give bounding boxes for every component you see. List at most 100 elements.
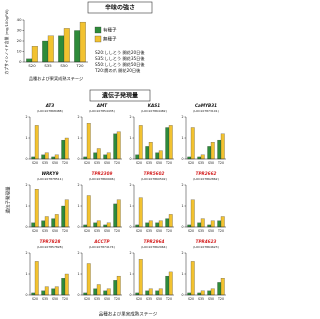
bar: [168, 214, 173, 228]
x-tick-label: S20: [84, 229, 90, 233]
x-tick-label: S20: [136, 297, 142, 301]
bar: [210, 288, 215, 296]
y-tick-label: 0: [77, 225, 79, 229]
bar: [64, 273, 69, 296]
bar: [51, 288, 56, 296]
x-tick-label: S20: [32, 297, 38, 301]
bar: [34, 125, 39, 160]
x-tick-label: S35: [42, 297, 48, 301]
y-tick-label: 0: [181, 225, 183, 229]
bar: [155, 222, 160, 228]
y-tick-label: 0: [181, 157, 183, 161]
legend-label: 無種子: [103, 36, 117, 43]
x-tick-label: S20: [28, 63, 36, 68]
x-tick-label: T20: [113, 229, 120, 233]
bar: [64, 137, 69, 160]
note: T20:鷹の爪 開花20日後: [94, 67, 141, 74]
bar: [41, 290, 46, 296]
bar: [165, 127, 170, 160]
y-axis-label: カプサイシノイド含量 (mg/100gFW): [4, 9, 9, 75]
x-tick-label: S50: [60, 63, 68, 68]
x-tick-label: S35: [198, 161, 204, 165]
x-tick-label: T20: [113, 161, 120, 165]
x-tick-label: S50: [52, 161, 58, 165]
bar: [31, 46, 38, 63]
bar: [197, 292, 202, 296]
x-tick-label: S20: [136, 161, 142, 165]
x-tick-label: S50: [52, 229, 58, 233]
y-tick-label: 0: [181, 293, 183, 297]
bar: [187, 292, 192, 296]
x-tick-label: T20: [61, 161, 68, 165]
bar: [93, 222, 98, 228]
x-axis-label: 品種および果実成熟ステージ: [29, 75, 83, 82]
y-tick-label: 0: [77, 157, 79, 161]
bar: [83, 156, 88, 160]
x-tick-label: S35: [44, 63, 52, 68]
bar: [217, 282, 222, 296]
bar: [158, 150, 163, 160]
bar: [158, 220, 163, 228]
note: S35:ししとう 開花35日後: [95, 55, 145, 62]
x-tick-label: S35: [146, 297, 152, 301]
chart-title: 辛味の強さ: [105, 4, 135, 12]
bar: [200, 218, 205, 228]
bar: [135, 292, 140, 296]
x-tick-label: S50: [208, 161, 214, 165]
bar: [158, 288, 163, 296]
y-tick-label: 2: [129, 183, 131, 187]
bar: [96, 220, 101, 228]
panel-subtitle: (LOC107862964): [141, 245, 167, 249]
y-tick-label: 2: [25, 183, 27, 187]
y-tick-label: 2: [77, 251, 79, 255]
panel-title: AMT: [96, 103, 108, 108]
bar: [190, 127, 195, 160]
bar: [165, 218, 170, 228]
x-tick-label: S50: [52, 297, 58, 301]
x-tick-label: S50: [156, 297, 162, 301]
x-tick-label: S35: [94, 297, 100, 301]
x-tick-label: S50: [104, 161, 110, 165]
bar: [148, 220, 153, 228]
x-axis-label: 品種および果実成熟ステージ: [99, 311, 158, 318]
bar: [190, 199, 195, 228]
bar: [217, 220, 222, 228]
panel-title: CaMYB31: [195, 103, 217, 108]
bar: [155, 152, 160, 160]
y-tick-label: 30: [17, 28, 22, 33]
bar: [220, 133, 225, 160]
legend-swatch: [94, 35, 102, 43]
y-tick-label: 0: [25, 157, 27, 161]
bar: [44, 286, 49, 296]
bar: [51, 156, 56, 160]
y-tick-label: 20: [17, 38, 22, 43]
bar: [86, 263, 91, 296]
x-tick-label: S35: [42, 161, 48, 165]
bar: [187, 224, 192, 228]
bar: [207, 224, 212, 228]
bar: [54, 286, 59, 296]
y-tick-label: 2: [25, 251, 27, 255]
bar: [113, 280, 118, 296]
y-tick-label: 0: [25, 225, 27, 229]
panel-subtitle: (LOC107862862): [193, 177, 219, 181]
bar: [83, 292, 88, 296]
bar: [103, 290, 108, 296]
y-tick-label: 0: [25, 293, 27, 297]
y-tick-label: 2: [129, 251, 131, 255]
bar: [83, 224, 88, 228]
x-tick-label: T20: [217, 297, 224, 301]
bar: [106, 288, 111, 296]
section-title: 遺伝子発現量: [101, 92, 138, 100]
bar: [210, 142, 215, 160]
y-tick-label: 1: [181, 204, 183, 208]
x-tick-label: T20: [75, 63, 84, 68]
x-tick-label: S50: [104, 297, 110, 301]
y-tick-label: 1: [25, 136, 27, 140]
bar: [220, 216, 225, 228]
bar: [207, 146, 212, 160]
x-tick-label: S20: [84, 297, 90, 301]
y-tick-label: 1: [77, 136, 79, 140]
bar: [96, 148, 101, 160]
x-tick-label: S20: [136, 229, 142, 233]
